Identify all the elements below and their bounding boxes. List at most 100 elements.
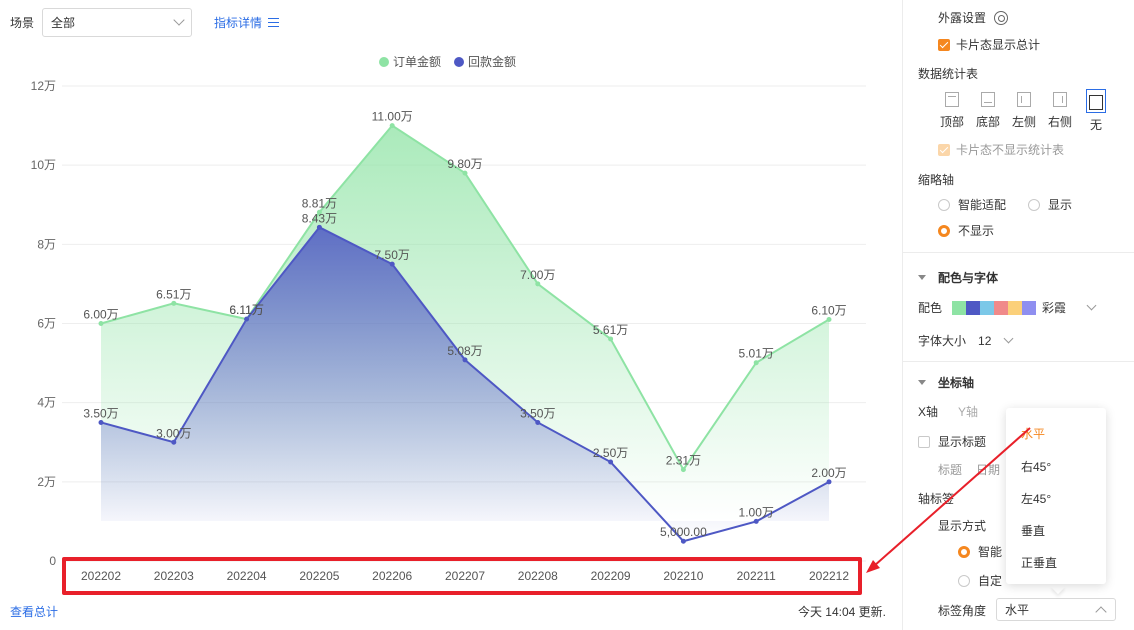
data-label: 3.50万 bbox=[83, 406, 118, 420]
chart-points[interactable] bbox=[98, 123, 832, 544]
y-tick-label: 6万 bbox=[37, 317, 56, 331]
radio-custom[interactable]: 自定 bbox=[958, 572, 1002, 589]
chart-legend[interactable]: 订单金额 回款金额 bbox=[379, 54, 516, 69]
radio-smart-fit[interactable]: 智能适配 bbox=[938, 196, 1006, 213]
data-label: 11.00万 bbox=[372, 110, 413, 124]
position-none[interactable]: 无 bbox=[1078, 89, 1114, 133]
data-point[interactable] bbox=[680, 538, 686, 544]
radio-icon[interactable] bbox=[1028, 198, 1040, 211]
position-top[interactable]: 顶部 bbox=[934, 92, 970, 133]
data-point[interactable] bbox=[535, 419, 541, 425]
position-right[interactable]: 右侧 bbox=[1042, 92, 1078, 133]
data-point[interactable] bbox=[389, 261, 395, 267]
radio-hide[interactable]: 不显示 bbox=[938, 222, 994, 239]
angle-option-left45[interactable]: 左45° bbox=[1021, 492, 1052, 506]
card-hide-table-checkbox[interactable]: 卡片态不显示统计表 bbox=[938, 141, 1064, 158]
divider bbox=[902, 361, 1134, 362]
data-point[interactable] bbox=[753, 360, 759, 366]
data-point[interactable] bbox=[171, 439, 177, 445]
data-point[interactable] bbox=[608, 336, 614, 342]
data-point[interactable] bbox=[826, 479, 832, 485]
radio-selected-icon[interactable] bbox=[958, 545, 970, 558]
y-tick-label: 8万 bbox=[37, 237, 56, 251]
axis-section-header[interactable]: 坐标轴 bbox=[918, 374, 974, 391]
legend-label[interactable]: 回款金额 bbox=[468, 54, 516, 69]
data-point[interactable] bbox=[826, 317, 832, 323]
chevron-down-icon[interactable] bbox=[1003, 333, 1014, 344]
angle-option-right45[interactable]: 右45° bbox=[1021, 460, 1052, 474]
angle-option-vertical[interactable]: 垂直 bbox=[1021, 524, 1046, 538]
line-chart: 订单金额 回款金额 0 2万 4万 6万 8万 10万 12万 6.00万 6.51万 6.11万… bbox=[31, 54, 866, 583]
series-area bbox=[101, 227, 829, 542]
data-point[interactable] bbox=[680, 467, 686, 473]
legend-marker[interactable] bbox=[454, 57, 464, 67]
divider bbox=[902, 252, 1134, 253]
palette-swatch bbox=[994, 300, 1009, 315]
color-font-section-header[interactable]: 配色与字体 bbox=[918, 269, 998, 286]
checkbox-unchecked[interactable] bbox=[918, 435, 930, 448]
radio-icon[interactable] bbox=[958, 574, 970, 587]
data-point[interactable] bbox=[244, 316, 250, 322]
data-point[interactable] bbox=[389, 123, 395, 129]
palette-row[interactable]: 配色 彩霞 bbox=[918, 299, 1097, 316]
data-point[interactable] bbox=[462, 170, 468, 176]
data-label: 1.00万 bbox=[739, 505, 774, 519]
palette-swatch bbox=[980, 300, 995, 315]
data-label: 6.11万 bbox=[229, 303, 263, 317]
data-point[interactable] bbox=[98, 419, 104, 425]
legend-marker[interactable] bbox=[379, 57, 389, 67]
chevron-down-icon[interactable] bbox=[1086, 300, 1097, 311]
x-tick-label: 202205 bbox=[299, 569, 339, 583]
position-left[interactable]: 左侧 bbox=[1006, 92, 1042, 133]
tab-y-axis[interactable]: Y轴 bbox=[958, 405, 979, 419]
metric-detail-label: 指标详情 bbox=[214, 15, 263, 30]
data-label: 2.31万 bbox=[666, 454, 701, 468]
data-label: 8.43万 bbox=[302, 211, 337, 225]
exposure-settings-label: 外露设置 bbox=[938, 11, 987, 25]
y-axis-labels: 0 2万 4万 6万 8万 10万 12万 bbox=[31, 79, 57, 568]
data-point[interactable] bbox=[316, 209, 322, 215]
font-size-row[interactable]: 字体大小 12 bbox=[918, 332, 1014, 349]
angle-option-upright[interactable]: 正垂直 bbox=[1021, 556, 1058, 570]
title-row: 标题 日期 bbox=[938, 461, 1000, 478]
smart-fragment: 智能 bbox=[978, 545, 1003, 559]
metric-detail-link[interactable]: 指标详情 bbox=[214, 14, 280, 31]
data-point[interactable] bbox=[753, 518, 759, 524]
data-label: 2.00万 bbox=[811, 466, 846, 480]
title-value-fragment[interactable]: 日期 bbox=[976, 463, 1001, 477]
x-axis-highlight-box bbox=[62, 557, 862, 595]
radio-selected-icon[interactable] bbox=[938, 224, 950, 237]
view-total-link[interactable]: 查看总计 bbox=[10, 605, 59, 619]
position-bottom[interactable]: 底部 bbox=[970, 92, 1006, 133]
radio-show[interactable]: 显示 bbox=[1028, 196, 1072, 213]
data-label: 6.51万 bbox=[156, 287, 191, 301]
data-point[interactable] bbox=[462, 357, 468, 363]
palette-swatches[interactable] bbox=[952, 300, 1037, 315]
thumbnail-axis-heading: 缩略轴 bbox=[918, 171, 954, 188]
tab-x-axis[interactable]: X轴 bbox=[918, 405, 939, 419]
legend-label[interactable]: 订单金额 bbox=[393, 54, 441, 69]
label-angle-select[interactable]: 水平 bbox=[996, 598, 1116, 621]
position-left-label: 左侧 bbox=[1011, 115, 1036, 129]
layout-bottom-icon bbox=[981, 92, 995, 107]
font-size-label: 字体大小 bbox=[918, 334, 967, 348]
y-tick-label: 4万 bbox=[37, 396, 56, 410]
chart-areas bbox=[101, 125, 829, 542]
checkbox-checked[interactable] bbox=[938, 38, 950, 51]
angle-option-horizontal[interactable]: 水平 bbox=[1021, 427, 1046, 441]
show-title-checkbox[interactable]: 显示标题 bbox=[918, 433, 986, 450]
data-point[interactable] bbox=[316, 224, 322, 230]
data-point[interactable] bbox=[98, 321, 104, 326]
data-label: 7.00万 bbox=[520, 268, 555, 282]
gear-icon[interactable] bbox=[994, 10, 1009, 25]
color-font-title: 配色与字体 bbox=[938, 271, 999, 285]
list-icon bbox=[268, 17, 280, 27]
data-point[interactable] bbox=[171, 300, 177, 306]
card-show-total-checkbox[interactable]: 卡片态显示总计 bbox=[938, 36, 1040, 53]
checkbox-disabled-checked[interactable] bbox=[938, 143, 950, 156]
radio-icon[interactable] bbox=[938, 198, 950, 211]
data-point[interactable] bbox=[608, 459, 614, 465]
radio-smart[interactable]: 智能 bbox=[958, 543, 1002, 560]
data-point[interactable] bbox=[535, 281, 541, 287]
scene-select[interactable]: 全部 bbox=[42, 7, 193, 37]
